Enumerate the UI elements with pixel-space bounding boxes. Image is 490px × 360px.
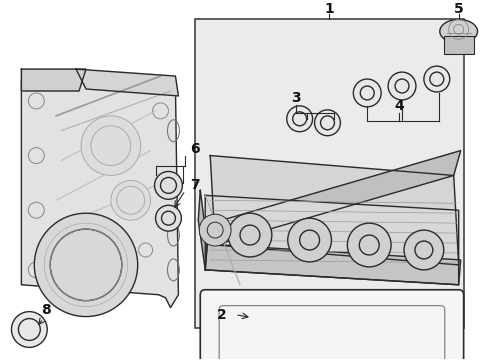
Polygon shape [215,150,461,245]
Ellipse shape [440,19,478,43]
Bar [196,19,464,328]
Text: 5: 5 [454,3,464,17]
Polygon shape [205,244,461,285]
Polygon shape [210,156,459,265]
Polygon shape [205,195,459,285]
Circle shape [34,213,138,316]
Circle shape [347,223,391,267]
Polygon shape [76,69,178,96]
Polygon shape [198,190,207,270]
Circle shape [353,79,381,107]
Text: 6: 6 [191,141,200,156]
FancyBboxPatch shape [200,290,464,360]
Circle shape [287,106,313,132]
Text: 7: 7 [191,179,200,192]
Circle shape [111,180,150,220]
Text: 1: 1 [324,3,334,17]
Text: 4: 4 [394,99,404,113]
Circle shape [155,205,181,231]
Bar [444,36,473,54]
Circle shape [199,214,231,246]
Text: 2: 2 [217,307,227,321]
Text: 3: 3 [291,91,300,105]
Circle shape [315,110,341,136]
Circle shape [424,66,450,92]
Circle shape [288,218,331,262]
Circle shape [154,171,182,199]
Circle shape [228,213,272,257]
Circle shape [404,230,444,270]
Circle shape [388,72,416,100]
Circle shape [11,312,47,347]
FancyBboxPatch shape [219,306,445,360]
Text: 8: 8 [41,303,51,316]
Polygon shape [22,81,178,308]
Circle shape [81,116,141,175]
Polygon shape [22,69,86,91]
